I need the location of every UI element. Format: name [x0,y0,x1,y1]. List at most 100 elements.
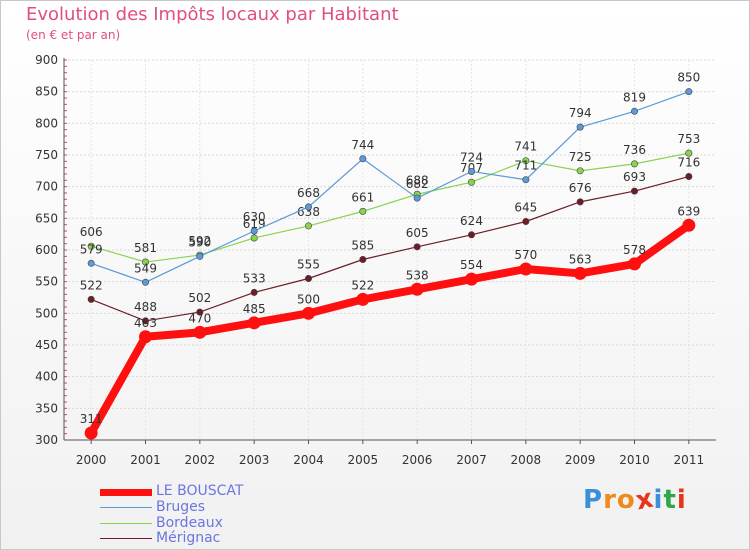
chart-subtitle: (en € et par an) [26,28,121,42]
data-point-le-bouscat [682,218,696,232]
chart-title: Evolution des Impôts locaux par Habitant [26,4,399,25]
data-label-m-rignac: 605 [406,226,429,240]
data-point-bruges [413,194,421,202]
data-point-m-rignac [250,288,258,296]
data-label-m-rignac: 676 [569,181,592,195]
series-line-bordeaux [90,152,689,263]
data-label-bordeaux: 688 [406,173,429,187]
x-tick-label-2006: 2006 [402,453,433,467]
data-point-bordeaux [142,258,150,266]
data-label-le-bouscat: 578 [623,243,646,257]
data-label-bordeaux: 581 [134,241,157,255]
data-label-bruges: 724 [460,150,483,164]
data-point-bruges [142,278,150,286]
data-point-bruges [522,176,530,184]
x-tick-label-2008: 2008 [511,453,542,467]
y-tick-label-350: 350 [35,401,58,415]
data-label-bruges: 744 [351,138,374,152]
y-tick-label-750: 750 [35,148,58,162]
data-point-le-bouscat [302,306,315,320]
data-label-le-bouscat: 500 [297,292,320,306]
data-label-bruges: 794 [569,106,592,120]
data-label-le-bouscat: 485 [243,302,266,316]
legend-label-merignac: Mérignac [156,530,221,546]
data-point-bordeaux [250,234,258,242]
y-tick-label-550: 550 [35,275,58,289]
data-point-le-bouscat [410,282,424,296]
y-tick-label-800: 800 [35,116,58,130]
logo-letter: r [603,485,617,515]
y-tick-label-300: 300 [35,433,58,447]
legend-swatch-bruges [100,507,152,508]
data-point-le-bouscat [356,292,370,306]
y-tick-label-450: 450 [35,338,58,352]
y-tick-label-900: 900 [35,53,58,67]
data-label-bruges: 549 [134,261,157,275]
x-tick-label-2000: 2000 [76,453,107,467]
data-point-bruges [250,227,258,235]
data-point-bordeaux [685,149,693,157]
x-tick-label-2002: 2002 [185,453,216,467]
data-point-bordeaux [359,207,367,215]
data-point-bruges [359,155,367,163]
data-point-bruges [87,259,95,267]
data-label-m-rignac: 555 [297,258,320,272]
data-label-le-bouscat: 522 [351,278,374,292]
data-point-m-rignac [142,317,150,325]
x-tick-label-2011: 2011 [674,453,705,467]
data-point-bruges [630,107,638,115]
x-tick-label-2007: 2007 [456,453,487,467]
legend-label-bruges: Bruges [156,499,206,515]
data-label-le-bouscat: 639 [677,204,700,218]
data-point-le-bouscat [247,316,261,330]
data-point-bordeaux [522,157,530,165]
data-point-bordeaux [304,222,312,230]
data-point-m-rignac [467,231,475,239]
legend-label-le-bouscat: LE BOUSCAT [156,483,244,499]
data-point-bordeaux [87,242,95,250]
data-point-m-rignac [304,274,312,282]
legend-swatch-merignac [100,538,152,539]
legend-label-bordeaux: Bordeaux [156,515,223,531]
data-point-bruges [685,88,693,96]
data-point-m-rignac [413,243,421,251]
data-point-m-rignac [196,308,204,316]
logo-letter: o [616,485,636,515]
data-label-m-rignac: 488 [134,300,157,314]
data-label-le-bouscat: 538 [406,268,429,282]
data-point-le-bouscat [519,262,533,276]
data-label-m-rignac: 533 [243,271,266,285]
data-point-bordeaux [576,167,584,175]
data-label-bordeaux: 638 [297,205,320,219]
data-label-bordeaux: 592 [188,234,211,248]
data-label-le-bouscat: 570 [514,248,537,262]
series-line-m-rignac [90,175,689,322]
data-label-m-rignac: 522 [80,278,103,292]
data-point-bordeaux [467,178,475,186]
data-label-bordeaux: 736 [623,143,646,157]
proxiti-logo: Proxiti [583,483,687,516]
y-tick-label-400: 400 [35,370,58,384]
data-label-bordeaux: 619 [243,217,266,231]
data-label-bordeaux: 725 [569,150,592,164]
logo-letter: i [653,485,664,515]
logo-letter: t [663,485,677,515]
legend-swatch-bordeaux [100,523,152,524]
data-label-bruges: 682 [406,177,429,191]
data-label-le-bouscat: 470 [188,311,211,325]
data-label-m-rignac: 585 [351,239,374,253]
y-tick-label-650: 650 [35,211,58,225]
data-label-bruges: 819 [623,90,646,104]
data-point-le-bouscat [628,257,641,271]
data-label-bruges: 590 [188,235,211,249]
x-tick-label-2010: 2010 [619,453,650,467]
data-label-le-bouscat: 563 [569,252,592,266]
data-label-le-bouscat: 554 [460,258,483,272]
logo-letter: i [676,485,687,515]
data-point-le-bouscat [139,330,152,344]
logo-letter: P [583,485,604,515]
data-label-bruges: 711 [514,159,537,173]
data-label-m-rignac: 645 [514,201,537,215]
x-tick-label-2005: 2005 [348,453,379,467]
